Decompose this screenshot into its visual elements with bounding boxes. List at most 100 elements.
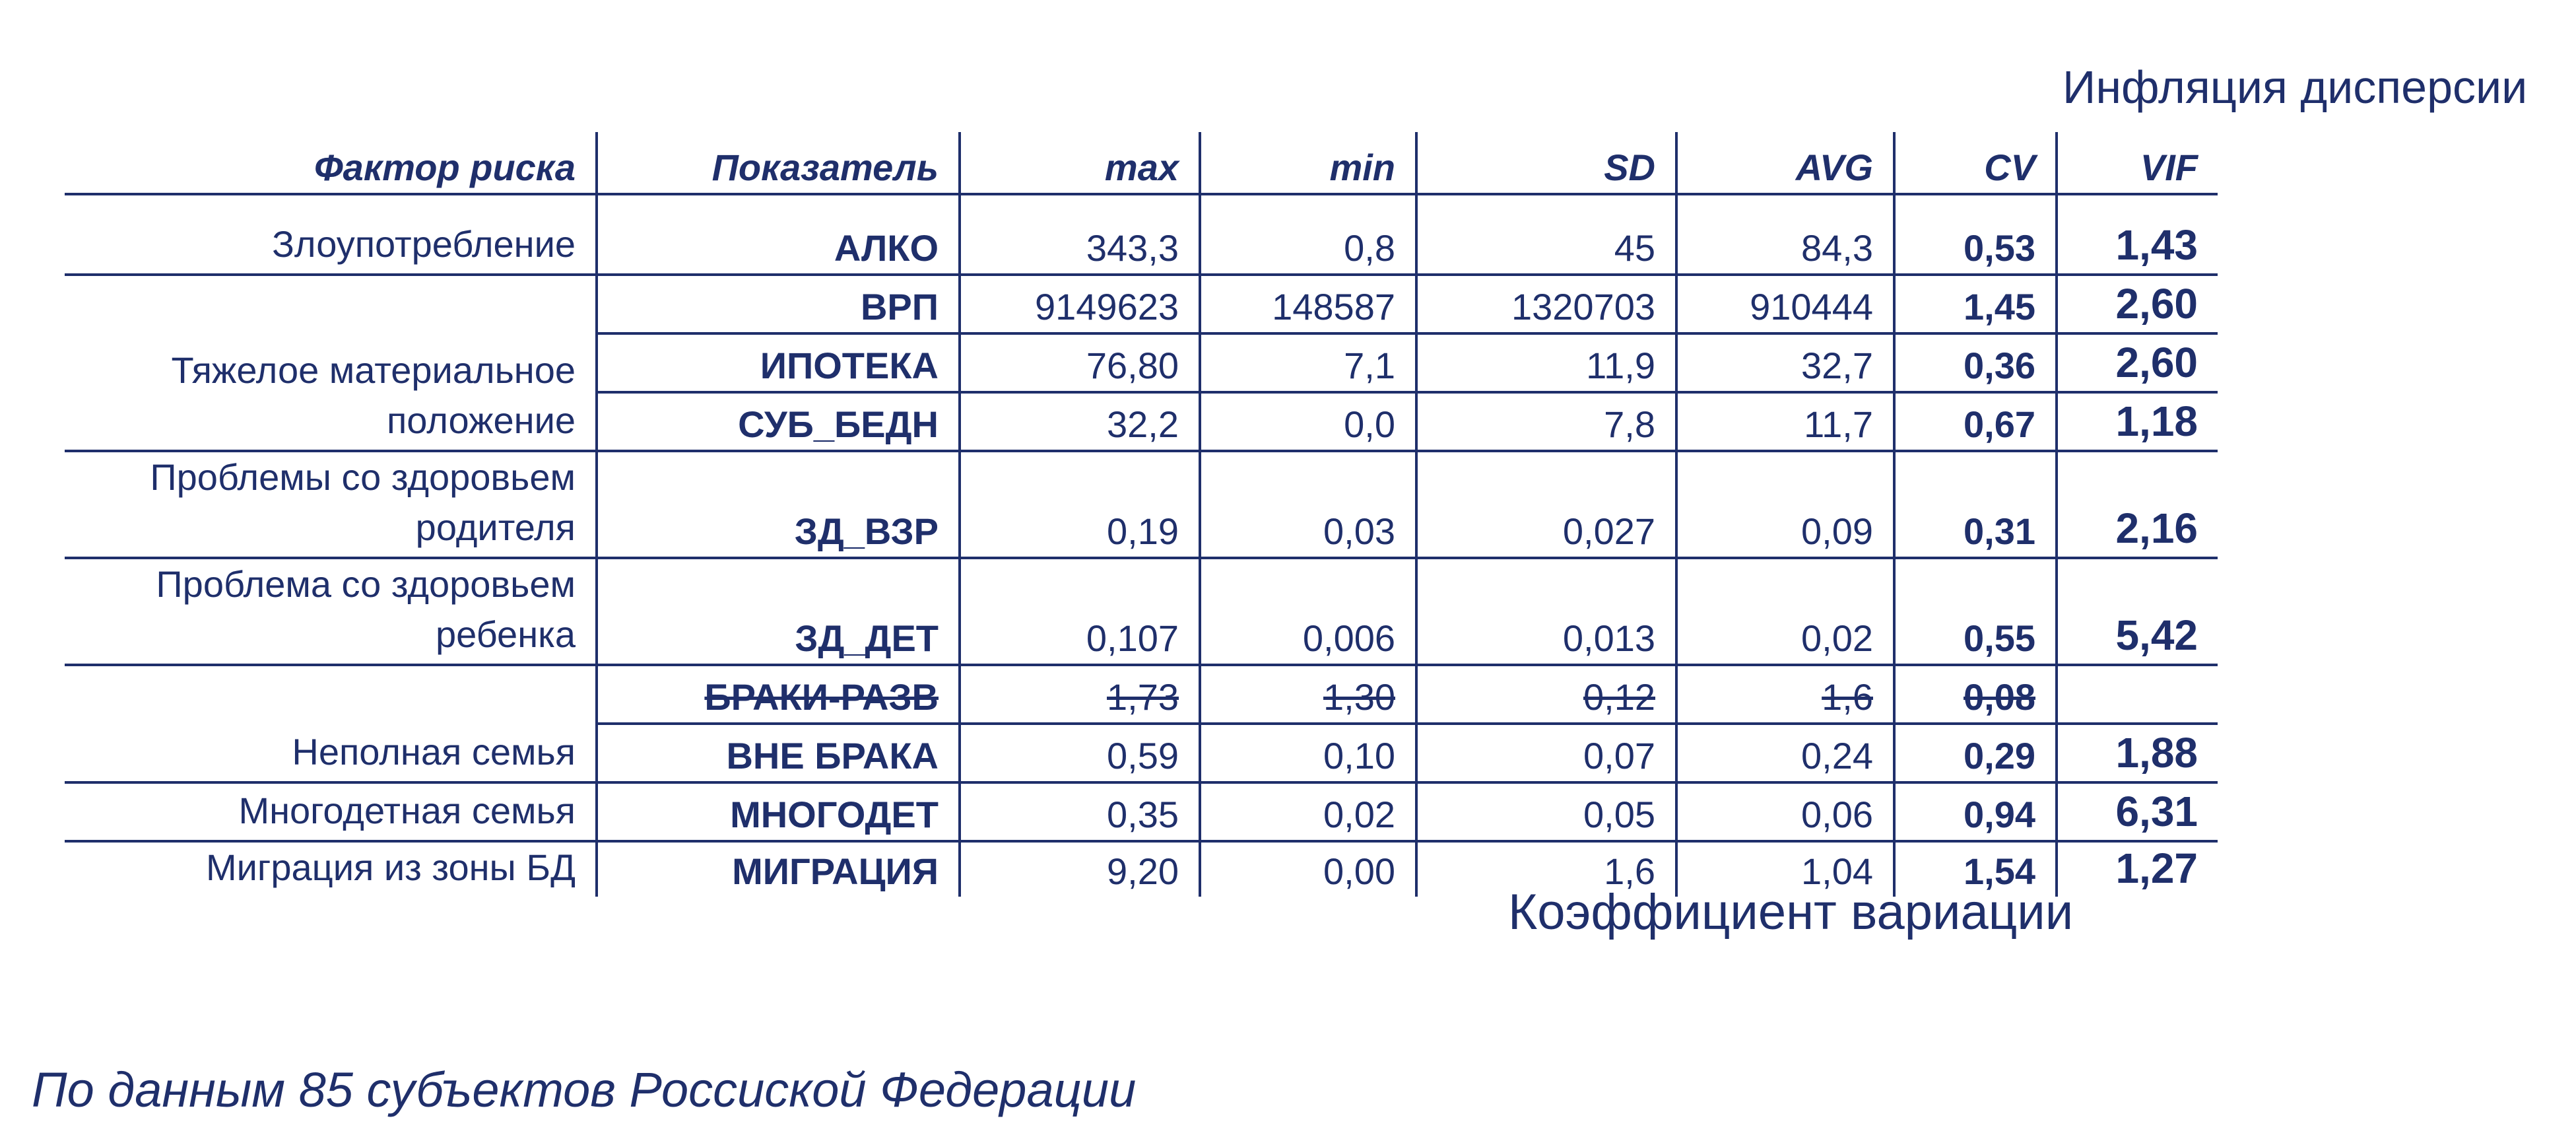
indicator-cell: МИГРАЦИЯ: [597, 841, 961, 897]
vif-annotation: Инфляция дисперсии: [2063, 61, 2528, 113]
min-cell: 7,1: [1200, 333, 1418, 394]
max-cell: 32,2: [960, 392, 1201, 452]
header-max: max: [960, 132, 1201, 195]
header-sd: SD: [1416, 132, 1678, 195]
cv-cell: 1,54: [1894, 841, 2058, 897]
sd-cell: 0,027: [1416, 451, 1678, 559]
sd-cell: 1320703: [1416, 275, 1678, 335]
min-cell: 0,10: [1200, 724, 1418, 784]
max-cell: 9149623: [960, 275, 1201, 335]
sd-cell: 0,12: [1416, 665, 1678, 725]
avg-cell: 32,7: [1676, 333, 1896, 394]
factor-cell: Проблемы со здоровьем родителя: [65, 451, 598, 559]
table-row: СУБ_БЕДН 32,2 0,0 7,8 11,7 0,67 1,18: [65, 392, 2218, 452]
vif-cell: 1,88: [2057, 724, 2218, 784]
max-cell: 0,59: [960, 724, 1201, 784]
table-row: Злоупотребление АЛКО 343,3 0,8 45 84,3 0…: [65, 194, 2218, 276]
avg-cell: 0,06: [1676, 782, 1896, 843]
min-cell: 0,0: [1200, 392, 1418, 452]
cv-cell: 0,67: [1894, 392, 2058, 452]
table-row: Многодетная семья МНОГОДЕТ 0,35 0,02 0,0…: [65, 782, 2218, 843]
cv-cell: 1,45: [1894, 275, 2058, 335]
table-row: Миграция из зоны БД МИГРАЦИЯ 9,20 0,00 1…: [65, 841, 2218, 897]
indicator-cell: ВНЕ БРАКА: [597, 724, 961, 784]
sd-cell: 7,8: [1416, 392, 1678, 452]
sd-cell: 45: [1416, 194, 1678, 276]
avg-cell: 1,04: [1676, 841, 1896, 897]
max-cell: 76,80: [960, 333, 1201, 394]
indicator-cell: ВРП: [597, 275, 961, 335]
factor-cell: Неполная семья: [65, 665, 598, 784]
max-cell: 1,73: [960, 665, 1201, 725]
avg-cell: 0,09: [1676, 451, 1896, 559]
sd-cell: 0,07: [1416, 724, 1678, 784]
indicator-cell: АЛКО: [597, 194, 961, 276]
indicator-cell: ЗД_ВЗР: [597, 451, 961, 559]
statistics-table: Фактор риска Показатель max min SD AVG C…: [65, 132, 2218, 897]
vif-cell: 2,16: [2057, 451, 2218, 559]
header-row: Фактор риска Показатель max min SD AVG C…: [65, 132, 2218, 195]
min-cell: 0,03: [1200, 451, 1418, 559]
vif-cell: 1,18: [2057, 392, 2218, 452]
max-cell: 0,19: [960, 451, 1201, 559]
vif-cell: 1,43: [2057, 194, 2218, 276]
cv-cell: 0,31: [1894, 451, 2058, 559]
header-vif: VIF: [2057, 132, 2218, 195]
vif-cell: [2057, 665, 2218, 725]
cv-cell: 0,08: [1894, 665, 2058, 725]
avg-cell: 0,02: [1676, 558, 1896, 666]
min-cell: 0,8: [1200, 194, 1418, 276]
avg-cell: 910444: [1676, 275, 1896, 335]
factor-cell: Миграция из зоны БД: [65, 841, 598, 897]
vif-cell: 6,31: [2057, 782, 2218, 843]
min-cell: 148587: [1200, 275, 1418, 335]
min-cell: 1,30: [1200, 665, 1418, 725]
cv-cell: 0,55: [1894, 558, 2058, 666]
factor-cell: Злоупотребление: [65, 194, 598, 276]
sd-cell: 0,05: [1416, 782, 1678, 843]
indicator-cell: ЗД_ДЕТ: [597, 558, 961, 666]
cv-cell: 0,94: [1894, 782, 2058, 843]
header-indicator: Показатель: [597, 132, 961, 195]
factor-cell: Проблема со здоровьем ребенка: [65, 558, 598, 666]
avg-cell: 0,24: [1676, 724, 1896, 784]
header-avg: AVG: [1676, 132, 1896, 195]
cv-annotation: Коэффициент вариации: [1508, 884, 2074, 940]
indicator-cell: БРАКИ-РАЗВ: [597, 665, 961, 725]
factor-cell: Многодетная семья: [65, 782, 598, 843]
max-cell: 0,35: [960, 782, 1201, 843]
header-min: min: [1200, 132, 1418, 195]
avg-cell: 84,3: [1676, 194, 1896, 276]
table-row: Тяжелое материальное положение ВРП 91496…: [65, 275, 2218, 452]
avg-cell: 11,7: [1676, 392, 1896, 452]
cv-cell: 0,36: [1894, 333, 2058, 394]
indicator-cell: МНОГОДЕТ: [597, 782, 961, 843]
factor-cell: Тяжелое материальное положение: [65, 275, 598, 452]
vif-cell: 1,27: [2115, 844, 2198, 892]
footnote: По данным 85 субъектов Россиской Федерац…: [32, 1062, 1137, 1117]
min-cell: 0,02: [1200, 782, 1418, 843]
max-cell: 9,20: [960, 841, 1201, 897]
table-row: ВНЕ БРАКА 0,59 0,10 0,07 0,24 0,29 1,88: [65, 724, 2218, 784]
min-cell: 0,00: [1200, 841, 1418, 897]
sd-cell: 0,013: [1416, 558, 1678, 666]
indicator-cell: СУБ_БЕДН: [597, 392, 961, 452]
min-cell: 0,006: [1200, 558, 1418, 666]
max-cell: 0,107: [960, 558, 1201, 666]
sd-cell: 11,9: [1416, 333, 1678, 394]
cv-cell: 0,53: [1894, 194, 2058, 276]
avg-cell: 1,6: [1676, 665, 1896, 725]
vif-cell: 5,42: [2057, 558, 2218, 666]
table-row: ИПОТЕКА 76,80 7,1 11,9 32,7 0,36 2,60: [65, 333, 2218, 394]
max-cell: 343,3: [960, 194, 1201, 276]
vif-cell: 2,60: [2057, 275, 2218, 335]
cv-cell: 0,29: [1894, 724, 2058, 784]
indicator-cell: ИПОТЕКА: [597, 333, 961, 394]
vif-cell: 2,60: [2057, 333, 2218, 394]
table-row: Неполная семья БРАКИ-РАЗВ 1,73 1,30 0,12…: [65, 665, 2218, 784]
header-cv: CV: [1894, 132, 2058, 195]
sd-cell: 1,6: [1416, 841, 1678, 897]
table-row: Проблемы со здоровьем родителя ЗД_ВЗР 0,…: [65, 451, 2218, 559]
table-row: Проблема со здоровьем ребенка ЗД_ДЕТ 0,1…: [65, 558, 2218, 666]
header-factor: Фактор риска: [65, 132, 598, 195]
